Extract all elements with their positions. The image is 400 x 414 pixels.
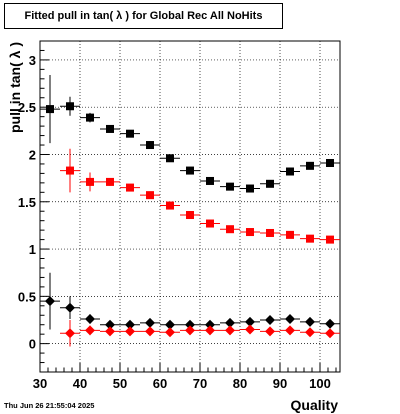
data-point-diamond xyxy=(165,327,175,338)
x-tick-label: 70 xyxy=(193,376,207,391)
chart-title-box: Fitted pull in tan( λ ) for Global Rec A… xyxy=(4,3,283,29)
y-tick-label: 2.5 xyxy=(18,100,36,115)
data-point-diamond xyxy=(245,316,255,327)
data-point-square xyxy=(286,230,294,239)
data-point-square xyxy=(326,158,334,167)
data-point-square xyxy=(106,124,114,133)
data-point-square xyxy=(206,219,214,228)
data-point-diamond xyxy=(145,326,155,337)
y-tick-label: 0 xyxy=(29,337,36,352)
y-tick-label: 3 xyxy=(29,53,36,68)
data-point-diamond xyxy=(205,319,215,330)
data-point-square xyxy=(46,105,54,114)
data-point-square xyxy=(306,161,314,170)
data-point-square xyxy=(166,201,174,210)
data-point-square xyxy=(86,177,94,186)
data-point-diamond xyxy=(45,296,55,307)
x-tick-label: 80 xyxy=(233,376,247,391)
data-point-diamond xyxy=(265,314,275,325)
x-axis-label: Quality xyxy=(291,397,339,413)
data-point-square xyxy=(146,191,154,200)
data-point-square xyxy=(266,179,274,188)
x-tick-label: 30 xyxy=(33,376,47,391)
x-tick-label: 60 xyxy=(153,376,167,391)
data-point-diamond xyxy=(305,316,315,327)
data-point-square xyxy=(226,182,234,191)
x-tick-label: 50 xyxy=(113,376,127,391)
data-point-diamond xyxy=(105,319,115,330)
series-2 xyxy=(40,272,340,330)
data-point-diamond xyxy=(325,318,335,329)
data-point-diamond xyxy=(225,325,235,336)
data-point-square xyxy=(226,225,234,234)
data-point-square xyxy=(306,234,314,243)
y-tick-label: 0.5 xyxy=(18,289,36,304)
data-point-diamond xyxy=(65,328,75,339)
data-point-diamond xyxy=(125,319,135,330)
data-point-square xyxy=(126,129,134,138)
data-point-square xyxy=(126,183,134,192)
data-point-diamond xyxy=(125,326,135,337)
series-0 xyxy=(40,75,340,193)
data-point-square xyxy=(166,154,174,163)
data-point-diamond xyxy=(185,319,195,330)
series-3 xyxy=(60,319,340,347)
data-point-square xyxy=(186,166,194,175)
data-point-diamond xyxy=(165,319,175,330)
data-point-diamond xyxy=(225,317,235,328)
data-point-square xyxy=(206,176,214,185)
data-point-square xyxy=(286,167,294,176)
ticks-layer: 0 0.5 1 1.5 2 2.5 3 30 40 50 60 70 80 90 100 xyxy=(18,40,337,391)
data-point-diamond xyxy=(85,314,95,325)
data-point-diamond xyxy=(305,327,315,338)
x-tick-label: 40 xyxy=(73,376,87,391)
data-point-square xyxy=(246,184,254,193)
data-point-diamond xyxy=(145,317,155,328)
data-point-diamond xyxy=(265,326,275,337)
x-tick-label: 100 xyxy=(309,376,331,391)
data-point-diamond xyxy=(285,314,295,325)
grid-layer xyxy=(39,41,340,372)
data-point-square xyxy=(326,235,334,244)
footer-date: Thu Jun 26 21:55:04 2025 xyxy=(4,401,95,410)
data-layer xyxy=(40,75,340,347)
data-point-diamond xyxy=(85,325,95,336)
data-point-square xyxy=(246,228,254,237)
x-tick-label: 90 xyxy=(273,376,287,391)
data-point-square xyxy=(266,228,274,237)
data-point-diamond xyxy=(105,326,115,337)
data-point-square xyxy=(106,177,114,186)
series-1 xyxy=(60,148,340,244)
data-point-diamond xyxy=(65,302,75,313)
chart-title: Fitted pull in tan( λ ) for Global Rec A… xyxy=(24,10,263,22)
y-tick-label: 2 xyxy=(29,147,36,162)
data-point-diamond xyxy=(245,324,255,335)
data-point-diamond xyxy=(285,325,295,336)
data-point-square xyxy=(146,141,154,150)
data-point-square xyxy=(86,113,94,122)
y-tick-label: 1 xyxy=(29,242,36,257)
data-point-diamond xyxy=(185,325,195,336)
data-point-diamond xyxy=(205,325,215,336)
data-point-diamond xyxy=(325,328,335,339)
y-axis-label: pull in tan( λ ) xyxy=(7,42,23,133)
data-point-square xyxy=(66,166,74,175)
data-point-square xyxy=(186,211,194,220)
y-tick-label: 1.5 xyxy=(18,195,36,210)
data-point-square xyxy=(66,102,74,111)
